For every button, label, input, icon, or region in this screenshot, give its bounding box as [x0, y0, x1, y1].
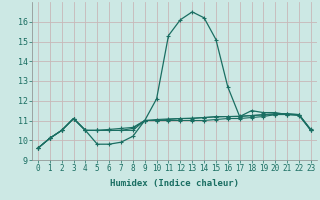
X-axis label: Humidex (Indice chaleur): Humidex (Indice chaleur) — [110, 179, 239, 188]
